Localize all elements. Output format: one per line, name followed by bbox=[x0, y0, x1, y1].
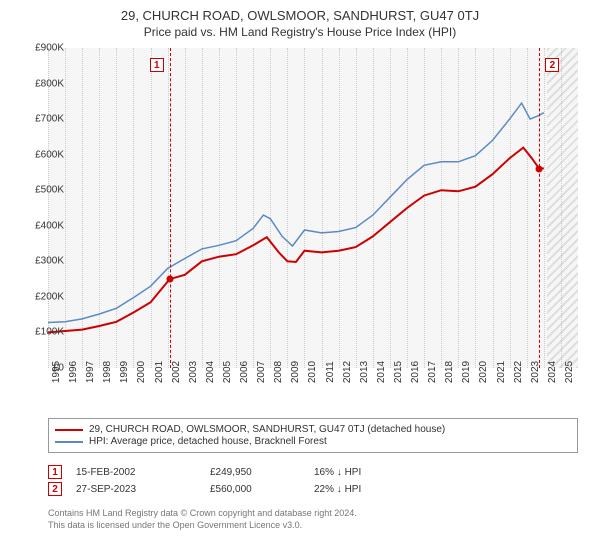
sales-marker-ref: 1 bbox=[48, 465, 62, 479]
x-tick-label: 2022 bbox=[513, 361, 524, 383]
x-tick-label: 2019 bbox=[461, 361, 472, 383]
y-tick-label: £200K bbox=[20, 291, 64, 302]
sale-dot bbox=[166, 276, 173, 283]
legend: 29, CHURCH ROAD, OWLSMOOR, SANDHURST, GU… bbox=[48, 418, 578, 453]
x-tick-label: 2005 bbox=[222, 361, 233, 383]
legend-label: HPI: Average price, detached house, Brac… bbox=[89, 436, 327, 447]
legend-swatch bbox=[55, 441, 83, 443]
x-tick-label: 2014 bbox=[376, 361, 387, 383]
footer-attribution: Contains HM Land Registry data © Crown c… bbox=[48, 508, 578, 531]
sale-dot bbox=[536, 165, 543, 172]
y-tick-label: £800K bbox=[20, 78, 64, 89]
sale-date: 27-SEP-2023 bbox=[76, 484, 196, 495]
sales-row: 1 15-FEB-2002 £249,950 16% ↓ HPI bbox=[48, 465, 578, 479]
x-tick-label: 2013 bbox=[359, 361, 370, 383]
x-tick-label: 2002 bbox=[171, 361, 182, 383]
x-tick-label: 1998 bbox=[102, 361, 113, 383]
y-tick-label: £900K bbox=[20, 43, 64, 54]
chart-lines bbox=[48, 48, 578, 368]
x-tick-label: 2016 bbox=[410, 361, 421, 383]
series-line-hpi bbox=[48, 103, 544, 322]
plot-area: 12 bbox=[48, 48, 578, 368]
legend-item: 29, CHURCH ROAD, OWLSMOOR, SANDHURST, GU… bbox=[55, 424, 571, 435]
y-tick-label: £600K bbox=[20, 149, 64, 160]
sale-marker-box: 1 bbox=[150, 58, 164, 72]
sale-marker-line bbox=[539, 48, 540, 368]
y-tick-label: £700K bbox=[20, 114, 64, 125]
x-tick-label: 2003 bbox=[188, 361, 199, 383]
x-tick-label: 2007 bbox=[256, 361, 267, 383]
chart-subtitle: Price paid vs. HM Land Registry's House … bbox=[0, 23, 600, 45]
x-tick-label: 2012 bbox=[342, 361, 353, 383]
x-tick-label: 2017 bbox=[427, 361, 438, 383]
chart-title: 29, CHURCH ROAD, OWLSMOOR, SANDHURST, GU… bbox=[0, 0, 600, 23]
x-tick-label: 2010 bbox=[307, 361, 318, 383]
legend-item: HPI: Average price, detached house, Brac… bbox=[55, 436, 571, 447]
sale-price: £249,950 bbox=[210, 467, 300, 478]
x-tick-label: 1999 bbox=[119, 361, 130, 383]
legend-label: 29, CHURCH ROAD, OWLSMOOR, SANDHURST, GU… bbox=[89, 424, 445, 435]
x-tick-label: 2023 bbox=[530, 361, 541, 383]
sales-marker-ref: 2 bbox=[48, 482, 62, 496]
sale-price: £560,000 bbox=[210, 484, 300, 495]
x-tick-label: 2006 bbox=[239, 361, 250, 383]
chart-container: 29, CHURCH ROAD, OWLSMOOR, SANDHURST, GU… bbox=[0, 0, 600, 560]
x-tick-label: 1996 bbox=[68, 361, 79, 383]
x-tick-label: 2018 bbox=[444, 361, 455, 383]
x-tick-label: 2001 bbox=[154, 361, 165, 383]
sale-delta: 22% ↓ HPI bbox=[314, 484, 434, 495]
legend-swatch bbox=[55, 429, 83, 431]
sales-row: 2 27-SEP-2023 £560,000 22% ↓ HPI bbox=[48, 482, 578, 496]
x-tick-label: 1995 bbox=[51, 361, 62, 383]
x-tick-label: 2025 bbox=[564, 361, 575, 383]
sale-date: 15-FEB-2002 bbox=[76, 467, 196, 478]
x-tick-label: 2015 bbox=[393, 361, 404, 383]
y-tick-label: £300K bbox=[20, 256, 64, 267]
x-tick-label: 2008 bbox=[273, 361, 284, 383]
y-tick-label: £100K bbox=[20, 327, 64, 338]
x-tick-label: 2011 bbox=[325, 361, 336, 383]
x-tick-label: 2024 bbox=[547, 361, 558, 383]
y-tick-label: £400K bbox=[20, 220, 64, 231]
footer-line-2: This data is licensed under the Open Gov… bbox=[48, 520, 578, 532]
x-tick-label: 2004 bbox=[205, 361, 216, 383]
y-tick-label: £500K bbox=[20, 185, 64, 196]
x-tick-label: 1997 bbox=[85, 361, 96, 383]
x-tick-label: 2021 bbox=[496, 361, 507, 383]
sale-marker-line bbox=[170, 48, 171, 368]
sale-delta: 16% ↓ HPI bbox=[314, 467, 434, 478]
x-tick-label: 2020 bbox=[478, 361, 489, 383]
sale-marker-box: 2 bbox=[545, 58, 559, 72]
footer-line-1: Contains HM Land Registry data © Crown c… bbox=[48, 508, 578, 520]
sales-table: 1 15-FEB-2002 £249,950 16% ↓ HPI 2 27-SEP-202… bbox=[48, 462, 578, 499]
x-tick-label: 2000 bbox=[136, 361, 147, 383]
x-tick-label: 2009 bbox=[290, 361, 301, 383]
